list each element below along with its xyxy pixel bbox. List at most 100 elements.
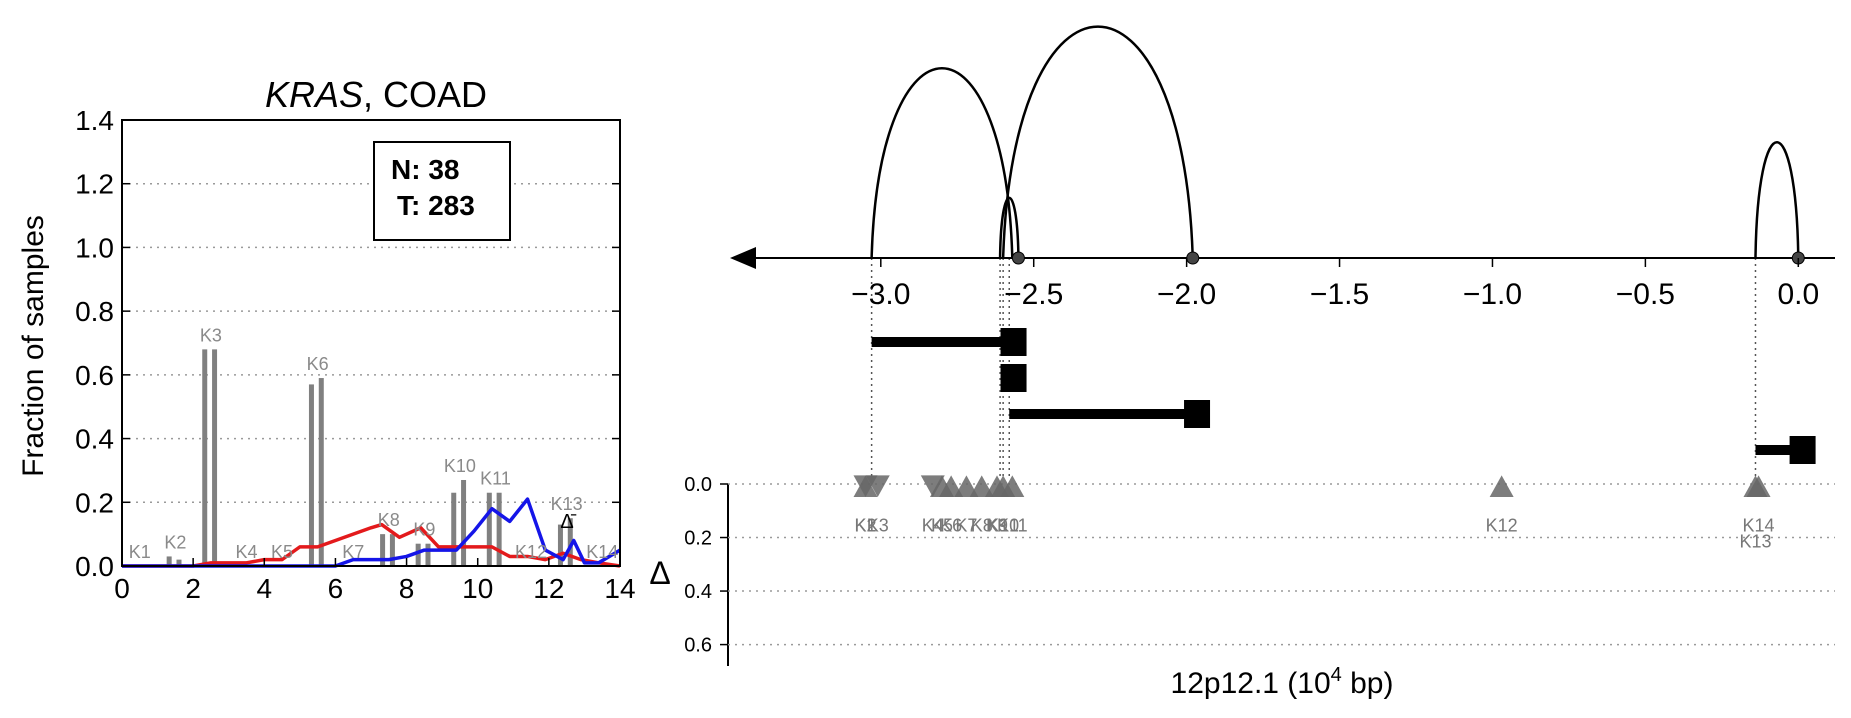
expression-line: [122, 497, 621, 568]
bar-normal: [202, 349, 208, 566]
panel-title: KRAS, COAD: [265, 74, 487, 115]
title-gene: KRAS: [265, 74, 363, 115]
y-tick-label: 1.4: [75, 105, 114, 136]
left-bars: [166, 349, 573, 566]
exon-triangle-label: K2: [854, 515, 876, 535]
exon-triangle-label: K3: [867, 515, 889, 535]
genomic-x-label: 12p12.1 (104 bp): [1171, 664, 1394, 700]
exon-triangle-icon: [969, 475, 994, 497]
exon-label: K9: [413, 520, 435, 540]
exon-label: K4: [235, 542, 257, 562]
x-tick-label: −2.0: [1157, 278, 1216, 311]
bar-tumor: [496, 492, 502, 566]
left-gridlines: [122, 182, 620, 504]
y-tick-label: 0.0: [75, 551, 114, 582]
y-tick-label: 0.4: [75, 424, 114, 455]
bar-normal: [166, 556, 172, 566]
expression-line: [122, 522, 621, 568]
x-tick-label: 2: [185, 573, 201, 604]
transcript-line: [1009, 409, 1191, 419]
bar-tumor: [176, 559, 182, 566]
delta-axis-label: Δ: [649, 555, 670, 591]
x-tick-label: −0.5: [1616, 278, 1675, 311]
x-tick-label: 12: [533, 573, 564, 604]
bar-tumor: [212, 349, 218, 566]
x-label-sup: 4: [1331, 664, 1342, 686]
transcript-exon-block: [1000, 328, 1027, 356]
delta-tick-label: 0.0: [684, 474, 712, 496]
bar-tumor: [318, 378, 324, 566]
exon-label: K10: [444, 456, 476, 476]
transcript-line: [1755, 445, 1796, 455]
exon-triangle-label: K7: [955, 515, 977, 535]
transcript-line: [871, 337, 1007, 347]
delta-tick-label: 0.2: [684, 528, 712, 550]
y-tick-label: 1.0: [75, 232, 114, 263]
exon-label: K11: [480, 469, 511, 489]
exon-label: K3: [200, 325, 222, 345]
exon-triangle-label: K1: [854, 515, 876, 535]
exon-triangle-label: K4: [922, 515, 944, 535]
transcript-exon-block: [1184, 400, 1211, 428]
bar-normal: [451, 492, 457, 566]
x-tick-label: −2.5: [1004, 278, 1063, 311]
plot-frame: [121, 119, 621, 567]
exon-triangle-label: K13: [1739, 531, 1771, 551]
exon-triangle-label: K8: [971, 515, 993, 535]
exon-triangle-label: K14: [1743, 515, 1775, 535]
exon-triangle-label: K12: [1486, 515, 1518, 535]
bar-normal: [380, 534, 386, 566]
x-tick-label: 0: [114, 573, 130, 604]
x-tick-label: 8: [399, 573, 415, 604]
y-tick-label: 0.8: [75, 296, 114, 327]
legend-line-normal: N: 38: [391, 154, 459, 185]
left-axes: 0.0 0.2 0.4 0.6 0.8 1.0 1.2 1.4 0 2 4 6 8 10 12 14: [75, 105, 636, 604]
bar-tumor: [461, 479, 467, 566]
strand-arrow-icon: [730, 247, 756, 269]
exon-triangle-label: K10: [987, 515, 1019, 535]
exon-label: K12: [515, 542, 547, 562]
delta-bar-label: Δ̄: [560, 511, 576, 533]
left-lines: [122, 497, 621, 568]
exon-triangle-icon: [1489, 475, 1514, 497]
exon-label: K1: [129, 542, 151, 562]
genomic-panel: −3.0 −2.5 −2.0 −1.5 −1.0 −0.5 0.0 0.0 0.2 0.4 0.6…: [649, 25, 1835, 700]
x-tick-label: −3.0: [851, 278, 910, 311]
y-axis-label: Fraction of samples: [17, 215, 50, 477]
coverage-panel: KRAS, COAD Fraction of samples K1 K2 K3 K4 K…: [17, 74, 636, 604]
exon-triangle-label: K11: [997, 515, 1028, 535]
exon-triangle-icon: [920, 475, 945, 497]
x-tick-label: −1.5: [1310, 278, 1369, 311]
x-label-suffix: bp): [1342, 667, 1394, 700]
splice-arcs: [870, 25, 1800, 259]
splice-arc: [998, 196, 1020, 259]
bar-normal: [557, 524, 563, 566]
splice-arc: [1754, 141, 1800, 259]
x-tick-label: 4: [256, 573, 272, 604]
splice-arc: [870, 66, 1014, 259]
x-tick-label: 14: [604, 573, 635, 604]
splice-site-dot: [1011, 251, 1025, 265]
x-label-prefix: 12p12.1 (10: [1171, 667, 1331, 700]
bar-normal: [486, 492, 492, 566]
x-tick-label: 0.0: [1777, 278, 1819, 311]
sample-count-legend: N: 38 T: 283: [373, 141, 511, 241]
delta-tick-label: 0.6: [684, 635, 712, 657]
exon-label: K5: [271, 542, 293, 562]
exon-label: K2: [164, 532, 186, 552]
bar-normal: [308, 384, 314, 566]
exon-triangle-label: K9: [986, 515, 1008, 535]
exon-label: K7: [342, 542, 364, 562]
exon-guide-lines: [870, 258, 1757, 480]
x-tick-label: 10: [462, 573, 493, 604]
delta-tick-label: 0.4: [684, 581, 712, 603]
transcript-exon-block: [1789, 436, 1816, 464]
legend-line-tumor: T: 283: [397, 190, 475, 221]
exon-triangle-icon: [954, 475, 979, 497]
exon-triangle-icon: [1746, 475, 1771, 497]
x-tick-label: −1.0: [1463, 278, 1522, 311]
y-tick-label: 0.6: [75, 360, 114, 391]
bar-normal: [415, 543, 421, 566]
